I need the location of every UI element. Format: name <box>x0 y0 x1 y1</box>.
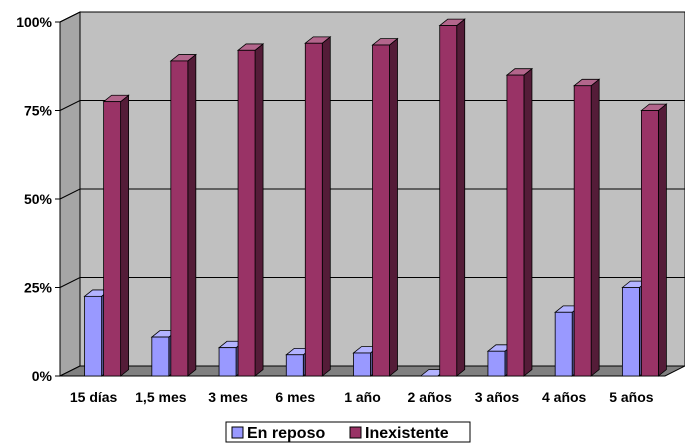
bar <box>237 49 256 377</box>
y-tick-label: 50% <box>24 191 53 207</box>
y-tick-label: 0% <box>32 368 53 384</box>
legend-label: Inexistente <box>365 425 449 442</box>
bar <box>506 74 525 377</box>
legend-label: En reposo <box>247 425 325 442</box>
y-tick-label: 100% <box>16 14 52 30</box>
bar <box>84 295 103 377</box>
bar-side <box>389 37 398 377</box>
x-tick-label: 5 años <box>609 389 654 405</box>
bar-side <box>590 78 600 377</box>
x-tick-label: 3 mes <box>208 389 248 405</box>
bar <box>353 352 371 377</box>
bar <box>103 101 122 377</box>
legend-swatch <box>231 426 244 439</box>
x-tick-label: 15 días <box>70 389 118 405</box>
y-tick-label: 25% <box>24 280 53 296</box>
bar <box>439 25 458 377</box>
x-tick-label: 2 años <box>408 389 453 405</box>
bar-side <box>254 43 264 377</box>
bar <box>573 85 592 377</box>
gridline <box>59 100 685 111</box>
x-tick-label: 1,5 mes <box>135 389 187 405</box>
bar <box>304 42 323 377</box>
bar-side <box>321 36 331 377</box>
bar <box>554 311 573 377</box>
y-tick-label: 75% <box>24 103 53 119</box>
bar <box>151 336 170 377</box>
bar-side <box>523 67 533 377</box>
bar <box>170 60 189 377</box>
gridline <box>59 188 685 200</box>
bar-side <box>657 103 667 377</box>
bar <box>621 287 640 377</box>
gridline <box>59 11 685 23</box>
x-tick-label: 6 mes <box>275 389 315 405</box>
legend-box <box>225 421 471 443</box>
x-tick-label: 1 año <box>344 389 381 405</box>
gridline <box>59 277 685 288</box>
bar <box>218 347 237 377</box>
bar-side <box>456 18 466 377</box>
bar <box>640 110 659 377</box>
bar-side <box>120 94 130 377</box>
x-tick-label: 3 años <box>475 389 520 405</box>
bar <box>285 354 304 377</box>
bar <box>487 350 506 377</box>
x-tick-label: 4 años <box>542 389 587 405</box>
legend-swatch <box>349 426 362 439</box>
bar-side <box>187 53 197 377</box>
bar <box>372 44 390 377</box>
